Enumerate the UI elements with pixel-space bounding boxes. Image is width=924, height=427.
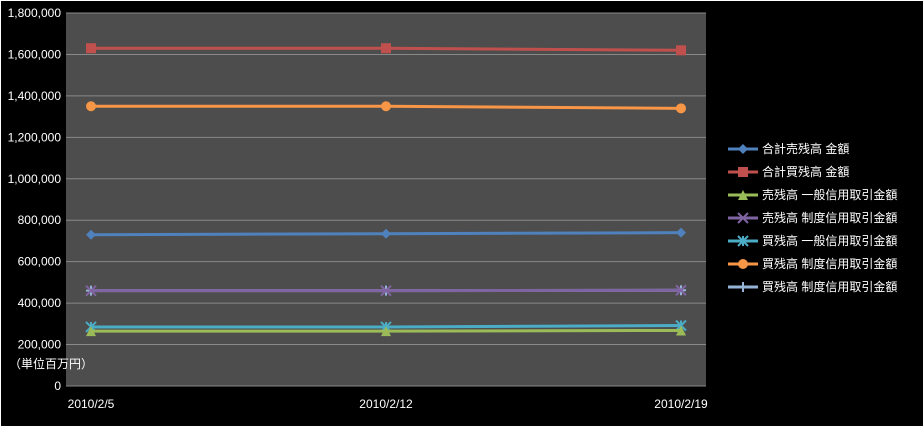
y-axis-label: 1,600,000 — [8, 47, 62, 61]
triangle-marker-icon — [86, 326, 96, 337]
x-marker-icon — [380, 284, 392, 297]
square-marker-icon — [381, 43, 391, 54]
unit-label: （単位百万円） — [9, 357, 94, 371]
legend-label: 売残高 一般信用取引金額 — [762, 188, 898, 202]
legend-marker — [728, 281, 758, 292]
y-axis-label: 600,000 — [18, 255, 62, 269]
circle-marker-icon — [676, 103, 686, 114]
y-axis-label: 0 — [54, 379, 61, 393]
y-axis-label: 1,000,000 — [8, 172, 62, 186]
legend-label: 買残高 制度信用取引金額 — [762, 280, 898, 294]
diamond-marker-icon — [86, 229, 96, 240]
y-axis-label: 1,400,000 — [8, 89, 62, 103]
y-axis-label: 1,800,000 — [8, 6, 62, 20]
diamond-marker-icon — [676, 227, 686, 238]
legend-item: 売残高 一般信用取引金額 — [728, 183, 897, 206]
legend-item: 買残高 制度信用取引金額 — [728, 275, 897, 298]
legend-label: 買残高 一般信用取引金額 — [762, 234, 898, 248]
diamond-marker-icon — [381, 228, 391, 239]
plus-marker-icon — [738, 281, 748, 292]
square-marker-icon — [676, 45, 686, 56]
legend-label: 合計売残高 金額 — [762, 142, 850, 156]
legend-marker — [728, 143, 758, 154]
y-axis-label: 1,200,000 — [8, 130, 62, 144]
triangle-marker-icon — [738, 189, 748, 200]
y-axis-label: 800,000 — [18, 213, 62, 227]
x-marker-icon — [737, 211, 749, 224]
legend-label: 売残高 制度信用取引金額 — [762, 211, 898, 225]
triangle-marker-icon — [381, 326, 391, 337]
x-marker-icon — [675, 284, 687, 296]
square-marker-icon — [738, 166, 748, 177]
asterisk-marker-icon — [737, 234, 749, 247]
y-axis-label: 200,000 — [18, 338, 62, 352]
legend-marker — [728, 211, 758, 224]
x-axis-label: 2010/2/5 — [68, 397, 115, 411]
diamond-marker-icon — [738, 143, 748, 154]
legend-marker — [728, 234, 758, 247]
x-marker-icon — [85, 284, 97, 297]
x-axis-label: 2010/2/12 — [359, 397, 413, 411]
legend-item: 買残高 制度信用取引金額 — [728, 252, 897, 275]
legend-item: 合計売残高 金額 — [728, 137, 897, 160]
legend-label: 買残高 制度信用取引金額 — [762, 257, 898, 271]
legend: 合計売残高 金額 合計買残高 金額売残高 一般信用取引金額 売残高 制度信用取引金額… — [728, 137, 897, 298]
legend-marker — [728, 189, 758, 200]
legend-item: 売残高 制度信用取引金額 — [728, 206, 897, 229]
circle-marker-icon — [381, 101, 391, 112]
circle-marker-icon — [86, 101, 96, 112]
circle-marker-icon — [738, 258, 748, 269]
legend-marker — [728, 258, 758, 269]
square-marker-icon — [86, 43, 96, 54]
legend-item: 買残高 一般信用取引金額 — [728, 229, 897, 252]
y-axis-label: 400,000 — [18, 296, 62, 310]
triangle-marker-icon — [676, 325, 686, 336]
legend-marker — [728, 166, 758, 177]
legend-item: 合計買残高 金額 — [728, 160, 897, 183]
legend-label: 合計買残高 金額 — [762, 165, 850, 179]
x-axis-label: 2010/2/19 — [654, 397, 708, 411]
